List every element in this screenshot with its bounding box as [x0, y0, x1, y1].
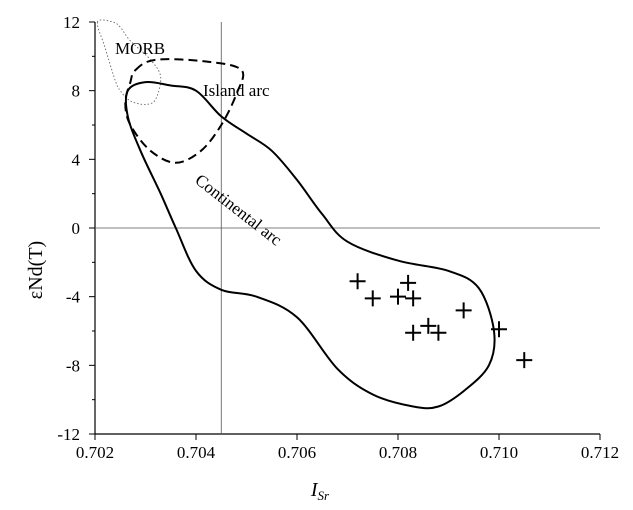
x-tick-label: 0.710 — [480, 443, 518, 462]
y-tick-label: -4 — [66, 288, 81, 307]
data-point-plus — [420, 317, 437, 334]
x-axis-title-main: I — [310, 479, 319, 501]
y-tick-label: 12 — [63, 13, 80, 32]
data-point-plus — [364, 290, 381, 307]
region-outline-continental-arc — [124, 80, 496, 410]
data-point-plus — [430, 324, 447, 341]
region-outline-island-arc — [124, 58, 245, 164]
y-tick-label: -12 — [57, 425, 80, 444]
data-points — [349, 273, 533, 369]
region-label-morb: MORB — [115, 39, 165, 58]
data-point-plus — [390, 288, 406, 305]
data-point-plus — [400, 274, 417, 291]
regions — [96, 19, 496, 410]
reference-lines — [95, 22, 600, 434]
data-point-plus — [405, 324, 422, 341]
axis-ticks — [89, 21, 601, 440]
x-tick-label: 0.712 — [581, 443, 619, 462]
region-label-island-arc: Island arc — [203, 81, 270, 100]
x-tick-label: 0.708 — [379, 443, 417, 462]
y-tick-label: 4 — [72, 150, 81, 169]
y-tick-label: -8 — [66, 356, 80, 375]
tick-labels: 0.702 0.704 0.706 0.708 0.710 0.712 -12 -8 -4 0 4 8… — [57, 13, 619, 462]
x-tick-label: 0.704 — [177, 443, 216, 462]
y-tick-label: 8 — [72, 82, 81, 101]
x-axis-title: ISr — [310, 479, 330, 503]
y-tick-label: 0 — [72, 219, 81, 238]
x-axis-title-sub: Sr — [318, 488, 331, 503]
x-tick-label: 0.706 — [278, 443, 316, 462]
data-point-plus — [516, 352, 533, 369]
data-point-plus — [491, 321, 507, 338]
data-point-plus — [455, 302, 472, 319]
data-point-plus — [405, 290, 422, 307]
y-axis-title: εNd(T) — [25, 241, 47, 299]
x-tick-label: 0.702 — [76, 443, 114, 462]
region-outline-morb — [96, 19, 162, 105]
region-label-continental-arc: Continental arc — [192, 170, 286, 249]
data-point-plus — [349, 273, 366, 290]
